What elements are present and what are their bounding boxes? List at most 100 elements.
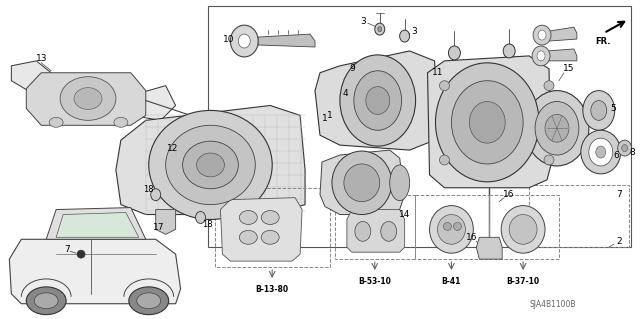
- Ellipse shape: [332, 151, 392, 214]
- Text: 1: 1: [322, 114, 328, 123]
- Ellipse shape: [545, 115, 569, 142]
- Ellipse shape: [429, 205, 474, 253]
- Ellipse shape: [538, 30, 546, 40]
- Polygon shape: [12, 61, 51, 93]
- Ellipse shape: [261, 230, 279, 244]
- Polygon shape: [116, 106, 305, 214]
- Polygon shape: [26, 73, 146, 125]
- Ellipse shape: [354, 71, 402, 130]
- Bar: [216, 188, 330, 267]
- Ellipse shape: [469, 101, 505, 143]
- Ellipse shape: [440, 81, 449, 91]
- Polygon shape: [315, 51, 440, 150]
- Ellipse shape: [77, 250, 85, 258]
- Polygon shape: [131, 85, 175, 120]
- Ellipse shape: [114, 117, 128, 127]
- Text: 9: 9: [349, 64, 355, 73]
- Text: 11: 11: [432, 68, 444, 77]
- Ellipse shape: [501, 205, 545, 253]
- Text: 1: 1: [327, 111, 333, 120]
- Ellipse shape: [438, 214, 465, 244]
- Ellipse shape: [435, 63, 539, 182]
- Ellipse shape: [444, 222, 451, 230]
- Ellipse shape: [440, 155, 449, 165]
- Text: 12: 12: [167, 144, 179, 152]
- Polygon shape: [156, 210, 175, 234]
- Ellipse shape: [591, 100, 607, 120]
- Text: 13: 13: [35, 54, 47, 63]
- Text: 16: 16: [504, 190, 515, 199]
- Text: 3: 3: [412, 26, 417, 36]
- Ellipse shape: [148, 110, 272, 219]
- Ellipse shape: [74, 88, 102, 109]
- Ellipse shape: [49, 117, 63, 127]
- Ellipse shape: [166, 125, 255, 204]
- Ellipse shape: [533, 25, 551, 45]
- Text: B-41: B-41: [442, 277, 461, 286]
- Ellipse shape: [535, 101, 579, 155]
- Text: 16: 16: [465, 233, 477, 242]
- Ellipse shape: [451, 81, 523, 164]
- Bar: [209, 6, 630, 247]
- Ellipse shape: [390, 165, 410, 201]
- Ellipse shape: [532, 46, 550, 66]
- Text: 17: 17: [153, 223, 164, 232]
- Bar: [489, 195, 559, 259]
- Ellipse shape: [381, 221, 397, 241]
- Ellipse shape: [182, 141, 238, 189]
- Ellipse shape: [239, 211, 257, 225]
- Ellipse shape: [503, 44, 515, 58]
- Text: 4: 4: [342, 89, 348, 98]
- Text: 7: 7: [616, 190, 621, 199]
- Ellipse shape: [583, 91, 614, 130]
- Polygon shape: [549, 27, 577, 41]
- Text: 18: 18: [202, 220, 213, 229]
- Text: B-13-80: B-13-80: [255, 285, 289, 294]
- Bar: [415, 195, 489, 259]
- Ellipse shape: [35, 293, 58, 309]
- Text: B-53-10: B-53-10: [358, 277, 391, 286]
- Ellipse shape: [618, 140, 632, 156]
- Polygon shape: [476, 237, 502, 259]
- Text: 18: 18: [143, 185, 154, 194]
- Text: 14: 14: [399, 210, 410, 219]
- Ellipse shape: [230, 25, 259, 57]
- Ellipse shape: [537, 51, 545, 61]
- Polygon shape: [320, 150, 404, 214]
- Ellipse shape: [596, 146, 605, 158]
- Text: 2: 2: [616, 237, 621, 246]
- Ellipse shape: [544, 81, 554, 91]
- Polygon shape: [428, 56, 551, 188]
- Text: B-37-10: B-37-10: [506, 277, 540, 286]
- Polygon shape: [10, 239, 180, 304]
- Ellipse shape: [129, 287, 169, 315]
- Ellipse shape: [375, 23, 385, 35]
- Polygon shape: [46, 208, 146, 239]
- Ellipse shape: [589, 138, 612, 166]
- Ellipse shape: [509, 214, 537, 244]
- Ellipse shape: [621, 145, 628, 152]
- Text: 7: 7: [64, 245, 70, 254]
- Ellipse shape: [399, 30, 410, 42]
- Polygon shape: [56, 212, 139, 237]
- Polygon shape: [220, 198, 302, 261]
- Text: FR.: FR.: [595, 37, 611, 46]
- Ellipse shape: [26, 287, 66, 315]
- Ellipse shape: [453, 222, 461, 230]
- Ellipse shape: [238, 34, 250, 48]
- Text: 10: 10: [223, 34, 234, 44]
- Ellipse shape: [261, 211, 279, 225]
- Ellipse shape: [151, 189, 161, 201]
- Ellipse shape: [378, 27, 381, 32]
- Ellipse shape: [581, 130, 621, 174]
- Text: 3: 3: [360, 17, 365, 26]
- Ellipse shape: [137, 293, 161, 309]
- Bar: [529, 185, 628, 247]
- Ellipse shape: [196, 153, 225, 177]
- Ellipse shape: [355, 221, 371, 241]
- Ellipse shape: [344, 164, 380, 202]
- Ellipse shape: [525, 91, 589, 166]
- Text: 5: 5: [610, 104, 616, 113]
- Text: 6: 6: [614, 151, 620, 160]
- Polygon shape: [347, 210, 404, 252]
